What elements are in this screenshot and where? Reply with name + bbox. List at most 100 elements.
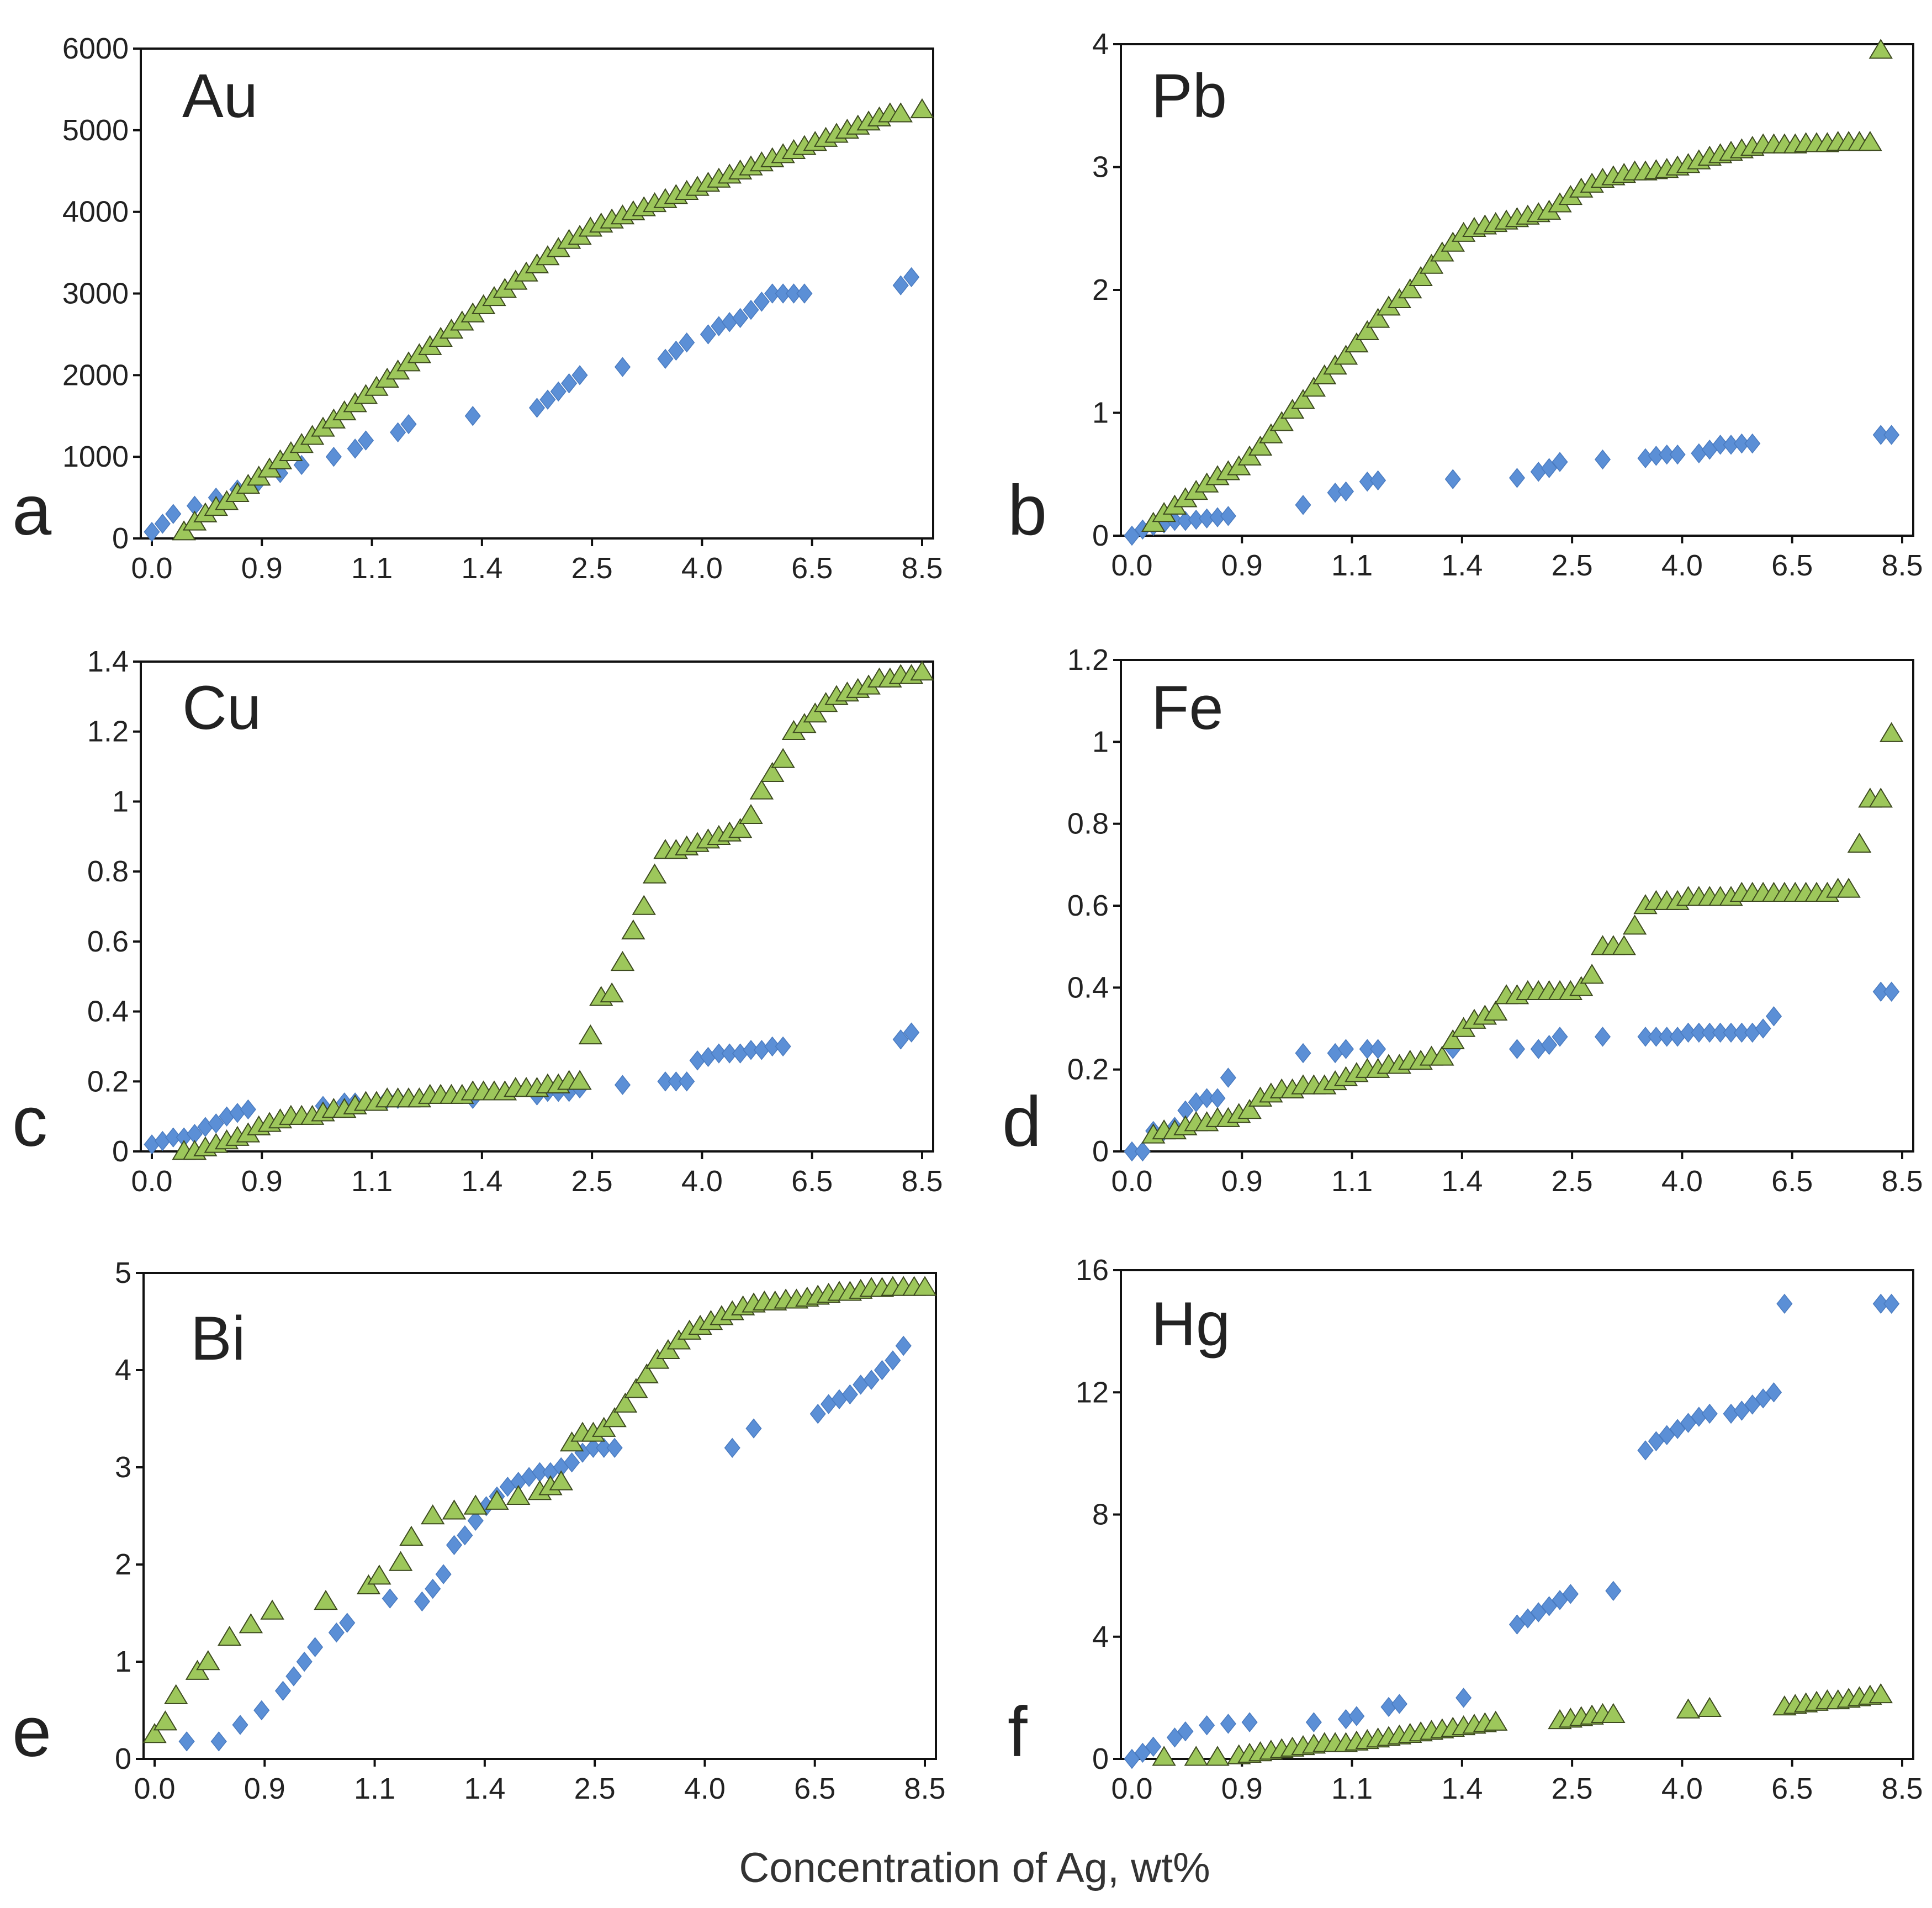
- panel-f-x-tick-label: 2.5: [1552, 1772, 1593, 1805]
- panel-e-triangle-point: [260, 1599, 284, 1620]
- panel-d-diamond-point: [1872, 981, 1889, 1002]
- panel-d-x-tick-label: 2.5: [1552, 1165, 1593, 1198]
- panel-d-y-tick-label: 0.8: [1067, 807, 1109, 841]
- panel-f-x-tick-label: 1.1: [1331, 1772, 1373, 1805]
- panel-a-plot: 0 1000 2000 3000 4000 5000 6000 0.0 0.9 1.1 1.4 2.5…: [62, 32, 943, 585]
- panel-a-diamond-point: [679, 332, 695, 353]
- panel-e-diamond-point: [606, 1437, 623, 1458]
- panel-c-diamond-point: [668, 1071, 684, 1092]
- panel-d-y-tick-label: 0.2: [1067, 1053, 1109, 1086]
- panel-a-diamond-point: [539, 389, 556, 410]
- panel-b-plot: 0 1 2 3 4 0.0 0.9 1.1 1.4 2.5 4.0 6.5 8.5: [1092, 28, 1923, 582]
- panel-d-triangle-point: [1237, 1098, 1262, 1119]
- panel-e-x-tick-label: 1.4: [464, 1772, 505, 1805]
- panel-d-diamond-point: [1765, 1006, 1782, 1027]
- panel-e-diamond-point: [435, 1564, 452, 1584]
- panel-d-triangle-point: [1484, 1000, 1508, 1021]
- panel-a-y-tick-label: 2000: [62, 358, 129, 392]
- panel-a-triangle-point: [172, 520, 196, 541]
- panel-f-diamond-point: [1872, 1293, 1889, 1314]
- panel-e-diamond-point: [457, 1525, 473, 1546]
- panel-c-triangle-point: [578, 1024, 603, 1045]
- panel-f-diamond-point: [1669, 1419, 1686, 1439]
- panel-b-diamond-point: [1370, 470, 1386, 491]
- panel-e-x-tick-label: 2.5: [574, 1772, 616, 1805]
- panel-f-diamond-point: [1177, 1721, 1194, 1742]
- panel-f-y-tick-label: 4: [1092, 1620, 1109, 1653]
- panel-b-diamond-point: [1744, 433, 1761, 454]
- panel-f-y-tick-label: 12: [1076, 1376, 1109, 1409]
- panel-e-y-tick-label: 4: [115, 1354, 131, 1387]
- panel-f-triangle-point: [1676, 1698, 1701, 1719]
- panel-e-y-tick-label: 5: [115, 1256, 131, 1289]
- panel-f-triangle-point: [1152, 1746, 1176, 1766]
- panel-a-diamond-point: [144, 521, 160, 542]
- panel-e-diamond-point: [178, 1731, 195, 1752]
- panel-d-x-tick-label: 0.9: [1221, 1165, 1263, 1198]
- panel-c-y-tick-label: 0: [112, 1135, 129, 1168]
- panel-a-diamond-point: [550, 381, 567, 402]
- panel-d-x-tick-label: 1.1: [1331, 1165, 1373, 1198]
- panel-c-y-tick-label: 0.8: [87, 855, 129, 888]
- panel-b-triangle-point: [1227, 455, 1251, 475]
- panel-b-triangle-point: [1269, 411, 1294, 431]
- panel-a-diamond-point: [390, 422, 406, 443]
- panel-a-au: Au a 0 1000 2000 3000 4000 5000 6000 0.0 0.9 1.1 1…: [12, 32, 943, 585]
- panel-c-diamond-point: [764, 1036, 781, 1057]
- panel-f-diamond-point: [1455, 1688, 1472, 1708]
- panel-a-x-tick-label: 1.4: [461, 552, 502, 585]
- panel-e-triangle-point: [367, 1565, 391, 1585]
- panel-f-diamond-point: [1755, 1388, 1771, 1409]
- panel-a-x-tick-label: 4.0: [681, 552, 723, 585]
- panel-b-triangle-point: [1259, 423, 1283, 443]
- panel-b-triangle-point: [1858, 131, 1882, 151]
- panel-a-y-tick-label: 3000: [62, 277, 129, 310]
- panel-d-triangle-point: [1569, 976, 1594, 996]
- panel-b-triangle-point: [1248, 435, 1273, 456]
- panel-f-x-tick-label: 6.5: [1771, 1772, 1813, 1805]
- panel-d-diamond-point: [1883, 981, 1900, 1002]
- panel-c-x-tick-label: 1.1: [351, 1165, 393, 1198]
- panel-c-diamond-point: [657, 1071, 674, 1092]
- panel-a-diamond-point: [347, 438, 363, 459]
- panel-c-y-tick-label: 0.6: [87, 925, 129, 958]
- panel-a-x-tick-label: 8.5: [901, 552, 943, 585]
- panel-a-diamond-point: [700, 324, 717, 345]
- panel-f-x-tick-label: 0.9: [1221, 1772, 1263, 1805]
- panel-b-x-tick-label: 1.1: [1331, 549, 1373, 582]
- panel-f-diamond-point: [1520, 1608, 1536, 1629]
- panel-c-frame: [140, 660, 934, 1153]
- panel-b-triangle-point: [1333, 345, 1358, 365]
- panel-a-diamond-point: [903, 267, 920, 288]
- panel-c-triangle-point: [803, 702, 827, 723]
- panel-d-diamond-point: [1508, 1039, 1526, 1059]
- panel-a-diamond-point: [154, 514, 171, 534]
- panel-a-diamond-point: [753, 292, 770, 312]
- panel-b-diamond-point: [1659, 444, 1675, 465]
- panel-d-diamond-point: [1659, 1027, 1675, 1047]
- panel-d-x-tick-label: 6.5: [1771, 1165, 1813, 1198]
- panel-a-y-tick-label: 4000: [62, 195, 129, 229]
- panel-c-x-tick-label: 4.0: [681, 1165, 723, 1198]
- panel-f-element-label: Hg: [1151, 1289, 1230, 1359]
- panel-c-diamond-point: [240, 1099, 256, 1120]
- panel-e-triangle-point: [613, 1392, 638, 1413]
- panel-b-triangle-point: [1312, 364, 1337, 384]
- panel-e-x-tick-label: 1.1: [354, 1772, 395, 1805]
- panel-d-diamond-point: [1541, 1034, 1558, 1055]
- panel-c-diamond-point: [679, 1071, 695, 1092]
- panel-d-diamond-point: [1723, 1022, 1739, 1043]
- panel-f-diamond-point: [1765, 1382, 1782, 1403]
- panel-d-triangle-point: [1869, 787, 1893, 808]
- panel-d-triangle-point: [1430, 1045, 1454, 1066]
- panel-d-x-tick-label: 4.0: [1661, 1165, 1703, 1198]
- panel-b-triangle-point: [1869, 39, 1893, 59]
- panel-d-diamond-point: [1648, 1027, 1664, 1047]
- panel-b-triangle-point: [1291, 389, 1315, 409]
- panel-f-diamond-point: [1305, 1712, 1322, 1732]
- panel-b-pb: Pb b 0 1 2 3 4 0.0 0.9 1.1 1.4 2.5 4.0 6.5 8.5: [1008, 28, 1923, 582]
- panel-b-x-tick-label: 4.0: [1661, 549, 1703, 582]
- panel-c-triangle-point: [642, 863, 667, 884]
